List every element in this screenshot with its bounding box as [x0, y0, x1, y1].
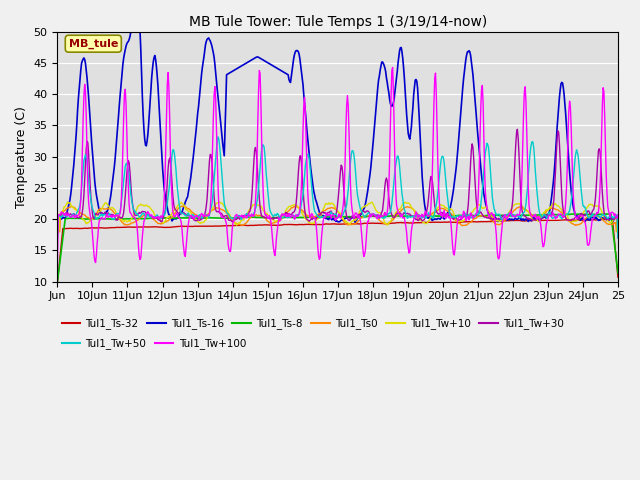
Tul1_Tw+100: [614, 212, 622, 217]
Tul1_Ts0: [614, 229, 622, 235]
Line: Tul1_Tw+100: Tul1_Tw+100: [58, 68, 618, 269]
Tul1_Ts-8: [208, 215, 216, 221]
Tul1_Tw+50: [179, 210, 186, 216]
Tul1_Ts-32: [54, 280, 61, 286]
Tul1_Ts-32: [422, 219, 430, 225]
Tul1_Tw+100: [64, 212, 72, 218]
Tul1_Ts-8: [614, 270, 622, 276]
Tul1_Tw+50: [214, 134, 222, 140]
Tul1_Ts0: [177, 203, 185, 209]
Tul1_Ts-8: [570, 211, 577, 217]
Tul1_Ts-8: [406, 213, 413, 219]
Tul1_Ts0: [209, 207, 216, 213]
Line: Tul1_Tw+30: Tul1_Tw+30: [58, 129, 618, 238]
Tul1_Tw+30: [179, 211, 186, 216]
Line: Tul1_Tw+10: Tul1_Tw+10: [58, 202, 618, 232]
Tul1_Tw+50: [614, 235, 622, 241]
Tul1_Ts-16: [614, 223, 622, 228]
Tul1_Ts-16: [127, 29, 135, 35]
Tul1_Tw+30: [122, 193, 129, 199]
Tul1_Tw+100: [54, 266, 61, 272]
Tul1_Ts-32: [64, 226, 72, 231]
Tul1_Ts-32: [122, 224, 129, 230]
Tul1_Tw+100: [407, 240, 415, 245]
Tul1_Ts-16: [179, 206, 187, 212]
Tul1_Ts-32: [614, 275, 622, 280]
Tul1_Tw+10: [215, 199, 223, 205]
Tul1_Tw+30: [513, 126, 521, 132]
Tul1_Tw+100: [208, 175, 216, 181]
Tul1_Ts-16: [122, 47, 129, 52]
Tul1_Ts0: [64, 205, 72, 211]
Tul1_Ts-8: [54, 279, 61, 285]
Line: Tul1_Ts-32: Tul1_Ts-32: [58, 219, 618, 283]
Tul1_Ts0: [179, 204, 187, 209]
Title: MB Tule Tower: Tule Temps 1 (3/19/14-now): MB Tule Tower: Tule Temps 1 (3/19/14-now…: [189, 15, 487, 29]
Tul1_Ts-16: [407, 131, 415, 136]
Tul1_Tw+100: [122, 86, 129, 92]
Tul1_Tw+30: [406, 211, 413, 217]
Tul1_Tw+10: [407, 202, 415, 208]
Legend: Tul1_Tw+50, Tul1_Tw+100: Tul1_Tw+50, Tul1_Tw+100: [58, 334, 250, 354]
Tul1_Tw+10: [208, 207, 216, 213]
Tul1_Tw+30: [614, 235, 622, 241]
Tul1_Ts-16: [423, 213, 431, 218]
Tul1_Tw+30: [54, 235, 61, 241]
Tul1_Ts0: [407, 205, 415, 211]
Tul1_Tw+100: [388, 65, 396, 71]
Tul1_Ts0: [122, 221, 129, 227]
Tul1_Ts0: [423, 214, 431, 219]
Tul1_Tw+50: [208, 203, 216, 208]
Tul1_Tw+50: [423, 212, 431, 218]
Tul1_Tw+10: [54, 229, 61, 235]
Tul1_Tw+30: [422, 211, 430, 217]
Line: Tul1_Tw+50: Tul1_Tw+50: [58, 137, 618, 238]
Tul1_Ts-8: [64, 216, 72, 221]
Tul1_Tw+50: [407, 215, 415, 220]
Tul1_Ts-32: [605, 216, 613, 222]
Tul1_Tw+10: [614, 229, 622, 235]
Tul1_Tw+100: [423, 211, 431, 217]
Tul1_Tw+100: [179, 228, 186, 234]
Tul1_Ts-32: [179, 223, 186, 229]
Line: Tul1_Ts0: Tul1_Ts0: [58, 206, 618, 232]
Tul1_Tw+10: [179, 201, 186, 206]
Tul1_Tw+50: [54, 235, 61, 241]
Tul1_Ts-16: [64, 207, 72, 213]
Tul1_Ts-16: [54, 223, 61, 228]
Tul1_Ts-16: [209, 46, 216, 52]
Tul1_Ts0: [54, 229, 61, 235]
Tul1_Ts-32: [406, 220, 413, 226]
Tul1_Ts-32: [208, 223, 216, 229]
Tul1_Ts-8: [179, 215, 186, 221]
Tul1_Ts-8: [422, 214, 430, 219]
Tul1_Tw+50: [64, 213, 72, 219]
Tul1_Tw+30: [64, 209, 72, 215]
Tul1_Tw+10: [64, 199, 72, 205]
Y-axis label: Temperature (C): Temperature (C): [15, 106, 28, 207]
Text: MB_tule: MB_tule: [68, 38, 118, 49]
Line: Tul1_Ts-16: Tul1_Ts-16: [58, 32, 618, 226]
Line: Tul1_Ts-8: Tul1_Ts-8: [58, 214, 618, 282]
Tul1_Tw+10: [423, 220, 431, 226]
Tul1_Tw+30: [208, 157, 216, 163]
Tul1_Tw+50: [122, 164, 129, 169]
Tul1_Tw+10: [122, 217, 129, 223]
Tul1_Ts-8: [122, 216, 129, 222]
